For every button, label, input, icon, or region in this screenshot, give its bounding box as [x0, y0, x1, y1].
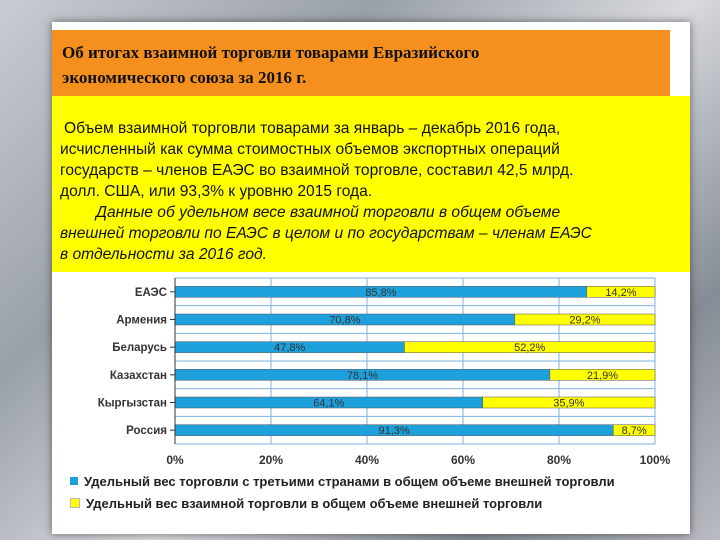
- slide-title: Об итогах взаимной торговли товарами Евр…: [62, 40, 662, 90]
- x-tick-label: 20%: [259, 453, 283, 467]
- data-label: 8,7%: [622, 425, 647, 437]
- category-label: ЕАЭС: [135, 287, 167, 299]
- data-label: 52,2%: [514, 342, 545, 354]
- data-label: 47,8%: [274, 342, 305, 354]
- data-label: 91,3%: [379, 425, 410, 437]
- x-tick-label: 100%: [640, 453, 671, 467]
- legend-item-third-countries: Удельный вес торговли с третьими странам…: [70, 470, 615, 492]
- para-line-5: Данные об удельном весе взаимной торговл…: [96, 204, 561, 221]
- data-label: 14,2%: [605, 287, 636, 299]
- data-label: 35,9%: [553, 398, 584, 410]
- paragraph: Объем взаимной торговли товарами за янва…: [60, 118, 688, 265]
- data-label: 29,2%: [569, 315, 600, 327]
- data-label: 21,9%: [587, 370, 618, 382]
- data-label: 85,8%: [365, 287, 396, 299]
- bar-mutual: [404, 341, 656, 353]
- bar-mutual: [586, 286, 656, 298]
- title-line-1: Об итогах взаимной торговли товарами Евр…: [62, 43, 480, 62]
- bar-mutual: [612, 424, 656, 436]
- para-line-7: в отдельности за 2016 год.: [60, 246, 268, 263]
- bar-chart: 0% 20% 40% 60% 80% 100% ЕАЭС 85,8% 14,2% Армения 7…: [98, 277, 671, 467]
- para-line-2: исчисленный как сумма стоимостных объемо…: [60, 141, 560, 158]
- bar-mutual: [482, 396, 656, 409]
- category-label: Беларусь: [112, 342, 167, 354]
- x-tick-label: 0%: [166, 453, 184, 467]
- para-line-3: государств – членов ЕАЭС во взаимной тор…: [60, 162, 574, 179]
- legend-swatch-blue: [70, 477, 78, 485]
- para-line-1: Объем взаимной торговли товарами за янва…: [64, 120, 561, 137]
- data-label: 70,8%: [329, 315, 360, 327]
- title-band: [52, 30, 670, 96]
- legend-item-mutual: Удельный вес взаимной торговли в общем о…: [70, 492, 615, 514]
- data-label: 64,1%: [313, 398, 344, 410]
- data-label: 78,1%: [347, 370, 378, 382]
- category-label: Армения: [116, 315, 167, 327]
- category-label: Кыргызстан: [98, 398, 167, 410]
- text-box: [52, 96, 690, 272]
- category-label: Россия: [126, 425, 167, 437]
- title-line-2: экономического союза за 2016 г.: [62, 68, 307, 87]
- x-tick-label: 60%: [451, 453, 475, 467]
- legend-label-mutual: Удельный вес взаимной торговли в общем о…: [86, 495, 543, 511]
- legend: Удельный вес торговли с третьими странам…: [70, 470, 615, 514]
- category-label: Казахстан: [110, 370, 167, 382]
- bar-mutual: [514, 313, 656, 326]
- x-tick-label: 80%: [547, 453, 571, 467]
- x-tick-label: 40%: [355, 453, 379, 467]
- para-line-4: долл. США, или 93,3% к уровню 2015 года.: [60, 183, 373, 200]
- legend-swatch-yellow: [70, 498, 80, 508]
- para-line-6: внешней торговли по ЕАЭС в целом и по го…: [60, 225, 592, 242]
- bar-mutual: [549, 369, 656, 381]
- legend-label-third-countries: Удельный вес торговли с третьими странам…: [84, 473, 615, 489]
